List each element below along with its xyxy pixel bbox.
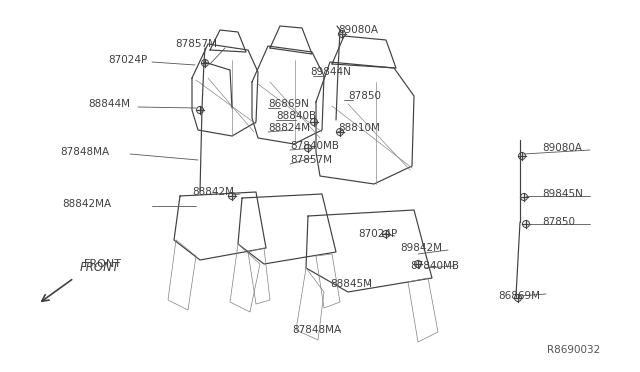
Text: 88842MA: 88842MA: [62, 199, 111, 209]
Circle shape: [228, 192, 236, 199]
Text: 87840MB: 87840MB: [290, 141, 339, 151]
Text: 88842M: 88842M: [192, 187, 234, 197]
Circle shape: [339, 31, 346, 38]
Circle shape: [196, 106, 204, 113]
Text: 86869N: 86869N: [268, 99, 309, 109]
Circle shape: [520, 193, 527, 201]
Text: 89080A: 89080A: [338, 25, 378, 35]
Circle shape: [202, 60, 209, 67]
Text: 87840MB: 87840MB: [410, 261, 459, 271]
Circle shape: [337, 128, 344, 135]
Circle shape: [522, 221, 529, 228]
Circle shape: [305, 144, 312, 151]
Text: 87857M: 87857M: [290, 155, 332, 165]
Text: 89844N: 89844N: [310, 67, 351, 77]
Text: 87848MA: 87848MA: [292, 325, 341, 335]
Circle shape: [415, 260, 422, 267]
Text: 87024P: 87024P: [358, 229, 397, 239]
Text: 89845N: 89845N: [542, 189, 583, 199]
Text: R8690032: R8690032: [547, 345, 600, 355]
Circle shape: [310, 119, 317, 125]
Text: 87857M: 87857M: [175, 39, 217, 49]
Text: FRONT: FRONT: [80, 261, 120, 274]
Text: FRONT: FRONT: [84, 259, 122, 269]
Circle shape: [518, 153, 525, 160]
Text: 88840B: 88840B: [276, 111, 316, 121]
Text: 87850: 87850: [348, 91, 381, 101]
Text: 88844M: 88844M: [88, 99, 130, 109]
Text: 88845M: 88845M: [330, 279, 372, 289]
Circle shape: [383, 231, 390, 237]
Text: 86869M: 86869M: [498, 291, 540, 301]
Text: 87848MA: 87848MA: [60, 147, 109, 157]
Text: 88810M: 88810M: [338, 123, 380, 133]
Text: 89080A: 89080A: [542, 143, 582, 153]
Text: 88824M: 88824M: [268, 123, 310, 133]
Circle shape: [515, 295, 522, 301]
Text: 87024P: 87024P: [108, 55, 147, 65]
Text: 87850: 87850: [542, 217, 575, 227]
Text: 89842M: 89842M: [400, 243, 442, 253]
